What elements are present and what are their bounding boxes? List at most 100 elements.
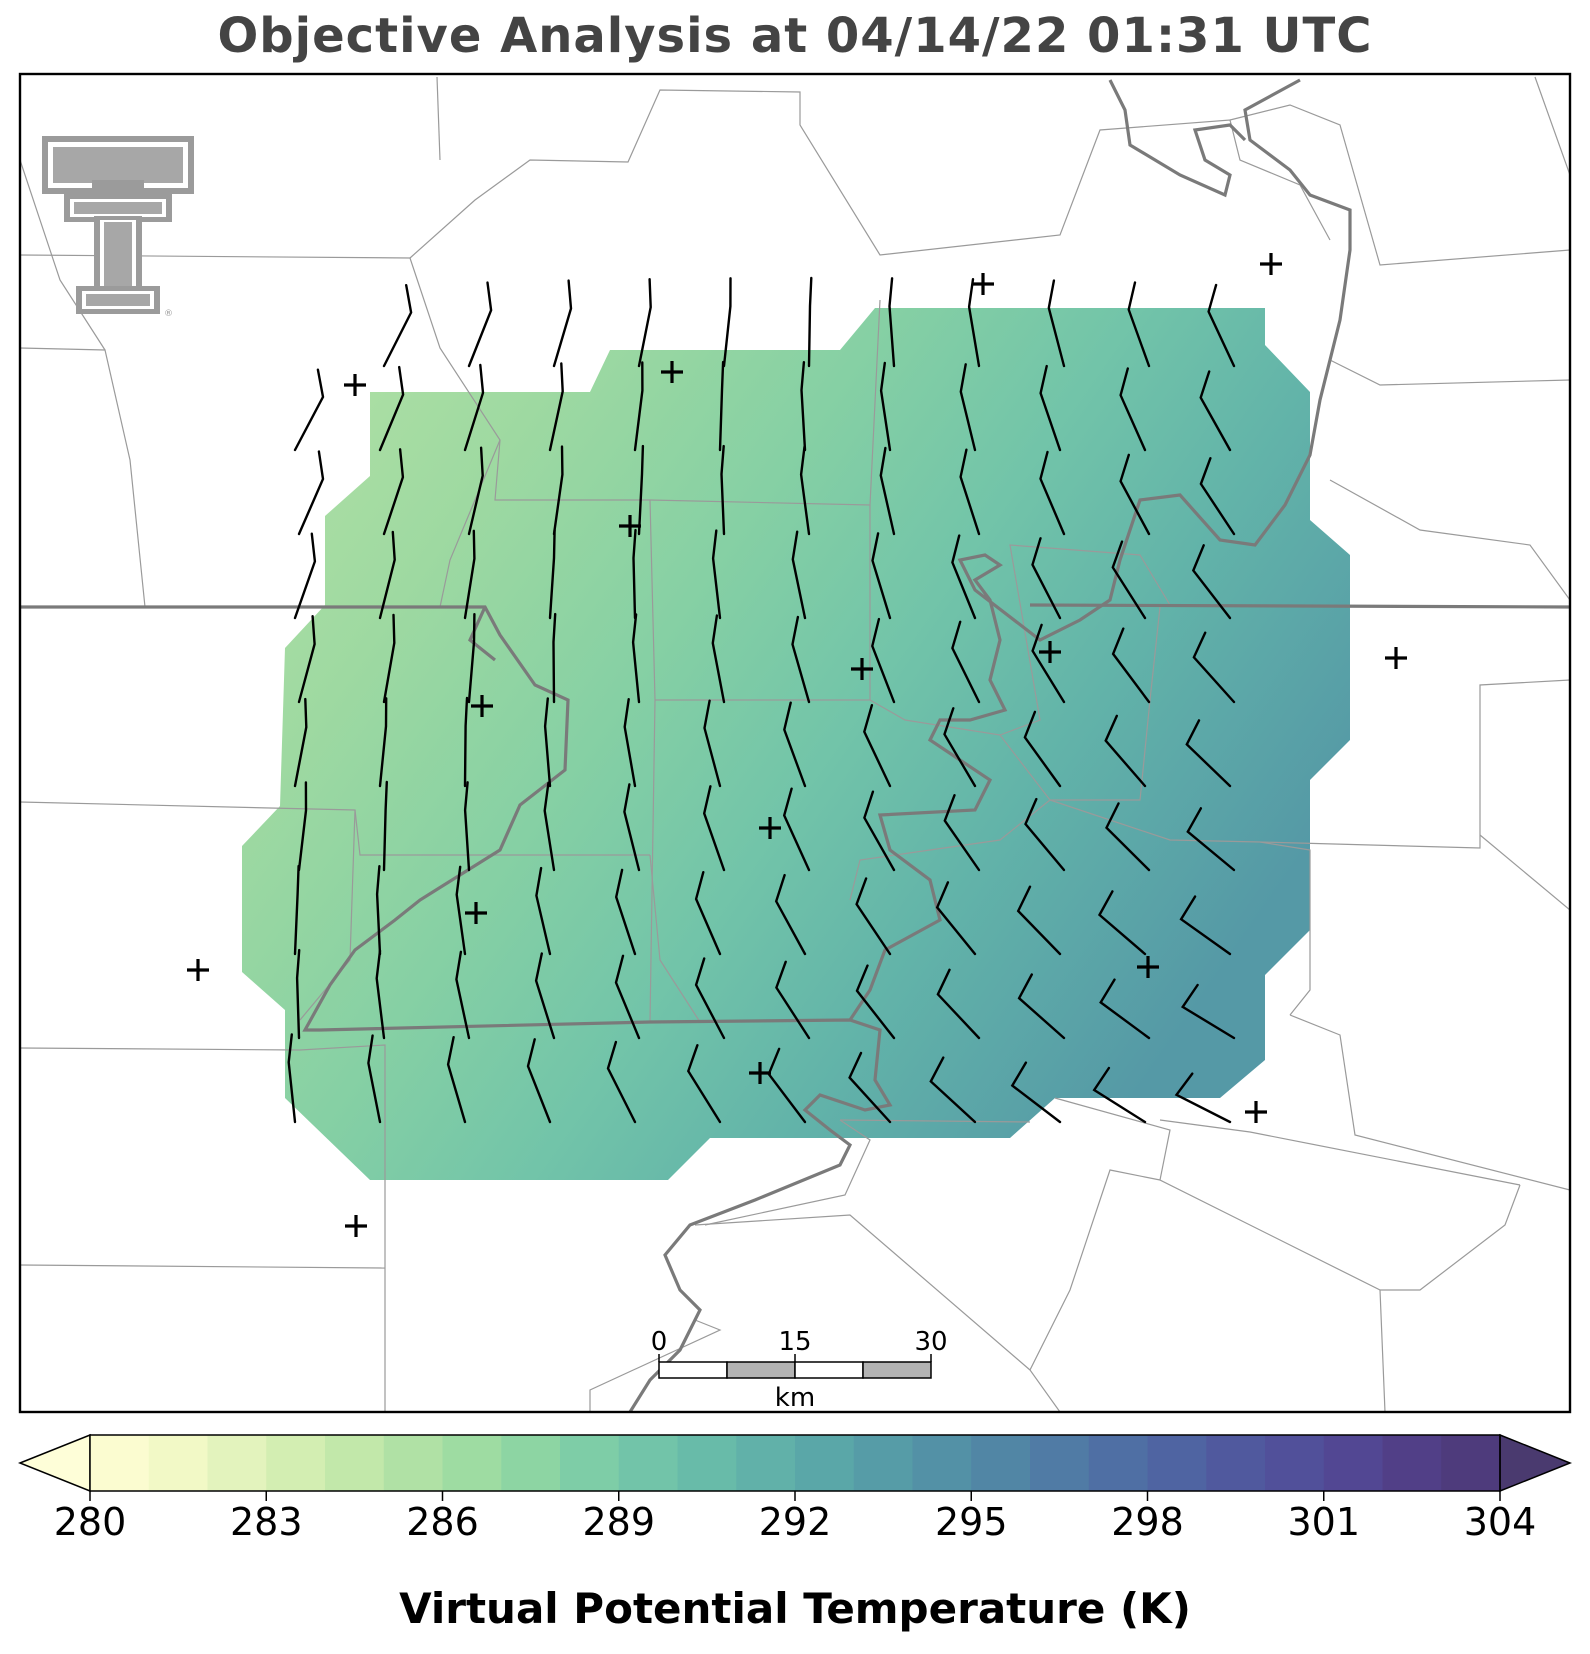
wind-barb	[382, 780, 388, 872]
wind-barb	[382, 613, 396, 704]
wind-barb	[855, 877, 892, 956]
wind-barb	[718, 360, 725, 452]
wind-barb	[1127, 281, 1151, 368]
wind-barb	[293, 697, 308, 788]
wind-barb	[703, 699, 722, 788]
colorbar-swatch	[971, 1435, 1031, 1491]
wind-barb	[936, 968, 981, 1040]
wind-barb	[855, 964, 896, 1040]
wind-barb	[382, 284, 413, 368]
wind-barb	[694, 871, 722, 956]
wind-barb	[1186, 807, 1236, 872]
wind-barb	[446, 1036, 467, 1124]
wind-barb	[888, 277, 896, 368]
wind-barb	[631, 613, 641, 704]
colorbar-swatch	[853, 1435, 914, 1491]
station-marker	[345, 1215, 367, 1237]
wind-barb	[783, 701, 807, 788]
colorbar-swatch	[1206, 1435, 1266, 1491]
station-marker	[759, 817, 781, 839]
wind-barb	[1039, 450, 1066, 536]
temperature-field	[242, 308, 1350, 1180]
scale-bar-segment	[726, 1361, 796, 1379]
wind-barb	[543, 781, 556, 872]
wind-barb	[807, 276, 813, 368]
wind-barb	[1174, 1072, 1232, 1124]
station-marker	[344, 374, 366, 396]
wind-barb	[775, 960, 811, 1040]
wind-barb	[375, 865, 382, 956]
wind-barb	[526, 1038, 552, 1124]
wind-barb	[632, 528, 637, 620]
wind-barb	[367, 1034, 382, 1124]
station-marker	[465, 902, 487, 924]
wind-barb	[548, 528, 556, 620]
wind-barb	[791, 530, 807, 620]
scale-unit: km	[775, 1383, 815, 1413]
station-marker	[1039, 641, 1061, 663]
scale-label-15: 15	[778, 1327, 811, 1357]
station-marker	[187, 959, 209, 981]
wind-barb	[791, 615, 811, 704]
colorbar-swatch	[1265, 1435, 1325, 1491]
wind-barb	[293, 532, 317, 620]
wind-barb	[455, 950, 471, 1040]
colorbar-tick-label: 280	[53, 1500, 127, 1544]
wind-barb	[463, 781, 471, 872]
wind-barb	[959, 363, 977, 452]
wind-barb	[1099, 978, 1151, 1040]
wind-barb	[1199, 457, 1236, 536]
station-marker	[972, 273, 994, 295]
colorbar-swatch	[1441, 1435, 1501, 1491]
wind-barb	[1185, 719, 1232, 788]
station-marker	[851, 658, 873, 680]
wind-barb	[1199, 370, 1232, 452]
station-marker	[661, 361, 683, 383]
map-title: Objective Analysis at 04/14/22 01:31 UTC	[217, 8, 1373, 64]
colorbar-swatch	[442, 1435, 502, 1491]
colorbar-swatch	[736, 1435, 796, 1491]
wind-barb	[774, 873, 807, 956]
wind-barb	[694, 957, 726, 1040]
wind-barb	[382, 448, 405, 536]
wind-barb	[467, 613, 476, 704]
colorbar-tick-label: 298	[1111, 1500, 1184, 1544]
wind-barb	[871, 532, 892, 620]
wind-barb	[467, 281, 493, 368]
colorbar-swatch	[207, 1435, 267, 1491]
map-border	[18, 72, 1572, 1414]
wind-barb	[378, 697, 388, 788]
wind-barb	[463, 529, 476, 620]
wind-barb	[1031, 537, 1062, 620]
wind-barb	[293, 864, 300, 956]
wind-barb	[800, 361, 807, 452]
wind-barb	[1023, 710, 1062, 788]
wind-barb	[467, 446, 484, 536]
wind-barb	[1192, 631, 1236, 704]
wind-barb	[722, 277, 732, 368]
colorbar-swatch	[90, 1435, 150, 1491]
station-marker	[749, 1062, 771, 1084]
wind-barb	[623, 698, 637, 788]
wind-barb	[293, 368, 325, 452]
wind-barb	[799, 445, 811, 536]
wind-barb	[879, 361, 892, 452]
wind-barb	[614, 868, 637, 956]
wind-barb	[1105, 802, 1151, 872]
scale-bar-segment	[794, 1361, 864, 1379]
colorbar-over-arrow	[1499, 1433, 1573, 1493]
colorbar-swatch	[1382, 1435, 1442, 1491]
colorbar-tick-label: 286	[406, 1500, 479, 1544]
colorbar-swatch	[1323, 1435, 1384, 1491]
svg-text:®: ®	[164, 309, 173, 319]
wind-barb	[1111, 627, 1151, 704]
wind-barb	[943, 794, 981, 872]
wind-barb	[848, 1051, 892, 1124]
wind-barb	[1111, 540, 1147, 620]
scale-label-30: 30	[914, 1327, 947, 1357]
wind-barb	[951, 620, 981, 704]
wind-barbs	[287, 276, 1236, 1124]
wind-barb	[543, 697, 552, 788]
station-marker	[1260, 253, 1282, 275]
wind-barb	[863, 704, 892, 788]
